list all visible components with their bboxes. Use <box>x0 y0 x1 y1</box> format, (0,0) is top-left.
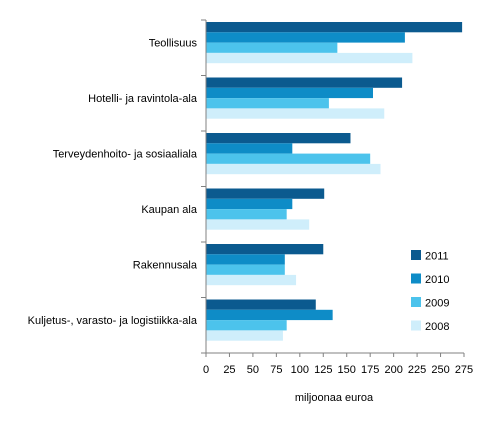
x-tick-label: 125 <box>314 364 332 376</box>
bar-2009-2 <box>206 98 329 109</box>
bar-2008-1 <box>206 52 413 64</box>
category-label: Teollisuus <box>149 38 198 50</box>
category-label: Kaupan ala <box>141 204 198 216</box>
bar-2010-5 <box>206 254 285 265</box>
bar-2008-3 <box>206 163 381 175</box>
bar-2009-1 <box>206 42 338 53</box>
bar-2011-2 <box>206 77 403 88</box>
bar-2010-6 <box>206 309 333 321</box>
bar-2010-3 <box>206 143 293 154</box>
x-tick-label: 0 <box>203 364 209 376</box>
category-label: Kuljetus-, varasto- ja logistiikka-ala <box>28 315 198 327</box>
bar-2011-6 <box>206 299 316 310</box>
x-tick-label: 150 <box>338 364 356 376</box>
legend-label-2010: 2010 <box>425 274 449 286</box>
legend: 2011 2010 2009 2008 <box>411 250 449 333</box>
category-label: Rakennusala <box>133 260 198 272</box>
bar-2009-5 <box>206 264 285 275</box>
category-label: Terveydenhoito- ja sosiaaliala <box>53 149 198 161</box>
bar-2010-2 <box>206 87 373 99</box>
bar-2011-4 <box>206 188 325 199</box>
x-tick-label: 250 <box>431 364 449 376</box>
legend-label-2011: 2011 <box>425 251 449 263</box>
bars-group <box>206 22 463 341</box>
category-labels-group: Teollisuus Hotelli- ja ravintola-ala Terve… <box>28 38 198 328</box>
x-tick-label: 25 <box>223 364 235 376</box>
x-tick-label: 275 <box>455 364 473 376</box>
category-label: Hotelli- ja ravintola-ala <box>88 93 198 105</box>
bar-2011-5 <box>206 244 324 255</box>
legend-swatch-2010 <box>411 273 421 284</box>
bar-2009-3 <box>206 153 371 164</box>
bar-2009-6 <box>206 320 287 331</box>
x-tick-label: 75 <box>270 364 282 376</box>
x-tick-labels-group: 0 25 50 75 100 125 150 175 200 225 250 275 <box>203 364 473 376</box>
bar-2008-6 <box>206 330 283 341</box>
legend-swatch-2008 <box>411 320 421 331</box>
bar-2010-4 <box>206 198 293 210</box>
x-tick-label: 225 <box>408 364 426 376</box>
bar-2008-4 <box>206 219 310 230</box>
x-tick-label: 50 <box>247 364 259 376</box>
bar-2008-5 <box>206 274 297 286</box>
x-axis-title: miljoonaa euroa <box>295 392 374 404</box>
bar-2008-2 <box>206 108 385 119</box>
x-tick-label: 175 <box>361 364 379 376</box>
legend-swatch-2011 <box>411 250 421 260</box>
x-tick-label: 100 <box>291 364 309 376</box>
x-tick-label: 200 <box>384 364 402 376</box>
legend-swatch-2009 <box>411 297 421 307</box>
bar-2010-1 <box>206 32 405 43</box>
bar-2011-1 <box>206 22 463 33</box>
axes-group <box>201 19 465 357</box>
legend-label-2008: 2008 <box>425 321 449 333</box>
bar-2009-4 <box>206 209 287 220</box>
bar-2011-3 <box>206 133 351 144</box>
legend-label-2009: 2009 <box>425 298 449 310</box>
